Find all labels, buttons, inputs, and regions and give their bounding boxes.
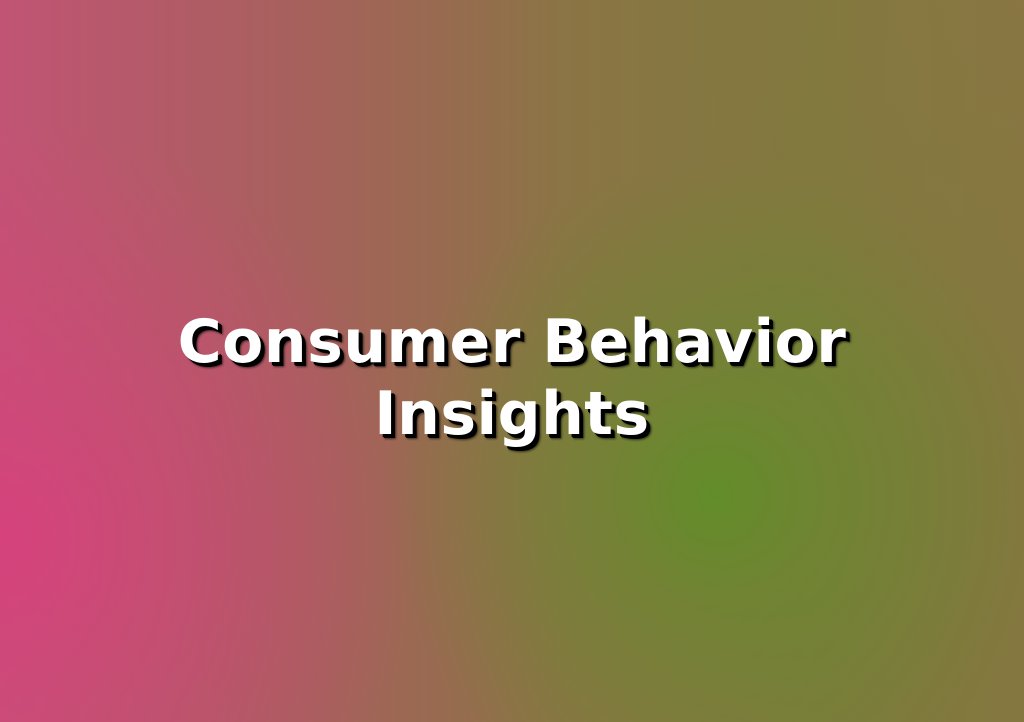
slide-title: Consumer Behavior Insights	[0, 306, 1024, 450]
slide-title-line-2: Insights	[374, 379, 650, 449]
slide-title-line-1: Consumer Behavior	[177, 307, 847, 377]
